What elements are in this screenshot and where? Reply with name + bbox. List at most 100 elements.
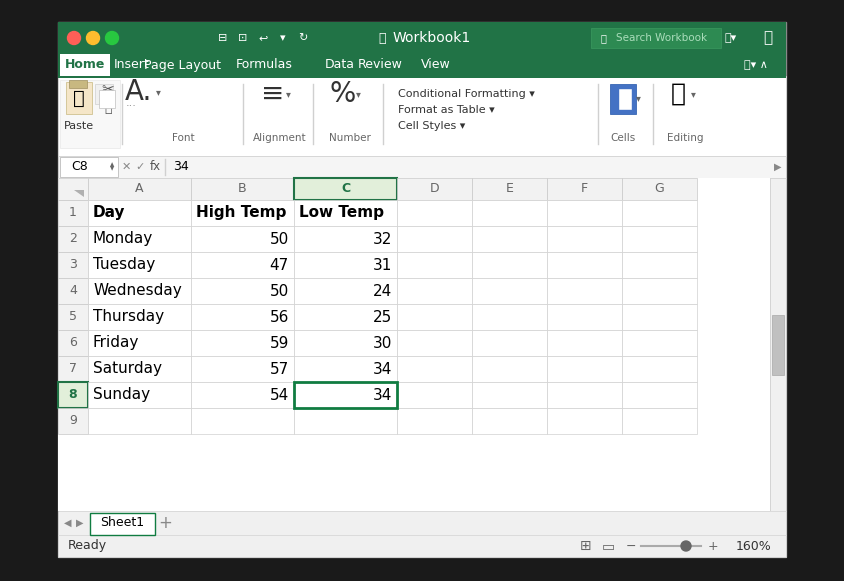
Text: 4: 4 xyxy=(69,285,77,297)
Text: ▾: ▾ xyxy=(355,89,360,99)
Bar xyxy=(60,157,118,177)
Bar xyxy=(547,278,622,304)
Bar xyxy=(88,408,191,434)
Text: −: − xyxy=(625,540,636,553)
Text: 54: 54 xyxy=(270,388,289,403)
Bar xyxy=(547,356,622,382)
Text: 👤: 👤 xyxy=(764,30,772,45)
Text: Thursday: Thursday xyxy=(93,310,164,325)
Text: 1: 1 xyxy=(69,206,77,220)
Bar xyxy=(58,178,770,511)
Text: Review: Review xyxy=(358,59,403,71)
Bar xyxy=(622,226,697,252)
Text: 34: 34 xyxy=(173,160,189,174)
Text: +: + xyxy=(707,540,718,553)
Bar xyxy=(58,22,786,557)
Bar xyxy=(58,535,786,557)
Text: Format as Table ▾: Format as Table ▾ xyxy=(398,105,495,115)
Bar xyxy=(472,278,547,304)
Text: Number: Number xyxy=(329,133,371,143)
Bar xyxy=(622,178,697,200)
Text: ⊟: ⊟ xyxy=(219,33,228,43)
Bar xyxy=(397,356,472,382)
Bar xyxy=(591,28,721,48)
Text: 56: 56 xyxy=(269,310,289,325)
Bar xyxy=(58,22,786,54)
Bar xyxy=(472,382,547,408)
Bar xyxy=(294,178,397,200)
Bar xyxy=(191,200,294,226)
Bar xyxy=(547,330,622,356)
Text: Page Layout: Page Layout xyxy=(143,59,220,71)
Text: C: C xyxy=(341,182,350,195)
Bar xyxy=(88,226,191,252)
Bar xyxy=(622,252,697,278)
Bar xyxy=(191,226,294,252)
Bar xyxy=(60,54,110,76)
Text: 25: 25 xyxy=(373,310,392,325)
Bar xyxy=(397,408,472,434)
Text: Alignment: Alignment xyxy=(253,133,307,143)
Text: Sheet1: Sheet1 xyxy=(100,517,144,529)
Bar xyxy=(547,408,622,434)
Bar xyxy=(547,200,622,226)
Bar xyxy=(472,252,547,278)
Text: ▶: ▶ xyxy=(76,518,84,528)
Bar xyxy=(770,178,786,511)
Text: Insert: Insert xyxy=(114,59,150,71)
Text: C8: C8 xyxy=(72,160,89,174)
Bar xyxy=(622,356,697,382)
Bar xyxy=(622,330,697,356)
Bar xyxy=(472,200,547,226)
Text: fx: fx xyxy=(149,160,160,174)
Text: Friday: Friday xyxy=(93,335,139,350)
Text: ◀: ◀ xyxy=(64,518,72,528)
Text: ✂: ✂ xyxy=(101,83,115,98)
Bar xyxy=(622,278,697,304)
Text: Day: Day xyxy=(93,206,126,221)
Text: 50: 50 xyxy=(270,231,289,246)
Polygon shape xyxy=(74,190,84,197)
Text: ▾: ▾ xyxy=(155,87,160,97)
Bar xyxy=(191,382,294,408)
Bar xyxy=(772,314,784,375)
Text: ↩: ↩ xyxy=(258,33,268,43)
Text: 57: 57 xyxy=(270,361,289,376)
Text: ···: ··· xyxy=(126,101,137,111)
Bar xyxy=(58,54,786,76)
Text: View: View xyxy=(421,59,451,71)
Bar xyxy=(294,304,397,330)
Bar xyxy=(397,200,472,226)
Text: Search Workbook: Search Workbook xyxy=(616,33,707,43)
Bar xyxy=(58,408,88,434)
Bar xyxy=(622,408,697,434)
Text: Formulas: Formulas xyxy=(235,59,292,71)
Bar xyxy=(58,356,88,382)
Bar xyxy=(88,178,191,200)
Text: ✕: ✕ xyxy=(122,162,131,172)
Circle shape xyxy=(106,31,118,45)
Bar xyxy=(294,330,397,356)
Bar xyxy=(472,356,547,382)
Text: 🔍: 🔍 xyxy=(670,82,685,106)
Bar xyxy=(294,226,397,252)
Bar xyxy=(191,408,294,434)
Text: 34: 34 xyxy=(372,361,392,376)
Text: 32: 32 xyxy=(372,231,392,246)
Text: 31: 31 xyxy=(372,257,392,272)
Bar xyxy=(58,178,88,200)
Text: 🙂▾ ∧: 🙂▾ ∧ xyxy=(744,60,768,70)
Text: ▭: ▭ xyxy=(602,539,614,553)
Bar xyxy=(191,356,294,382)
Text: Conditional Formatting ▾: Conditional Formatting ▾ xyxy=(398,89,535,99)
Bar xyxy=(618,88,632,110)
Text: G: G xyxy=(655,182,664,195)
Bar xyxy=(88,304,191,330)
Bar xyxy=(397,382,472,408)
Text: ≡: ≡ xyxy=(262,80,284,108)
Bar xyxy=(397,330,472,356)
Text: ✓: ✓ xyxy=(135,162,144,172)
Circle shape xyxy=(86,31,100,45)
Text: Tuesday: Tuesday xyxy=(93,257,155,272)
Bar xyxy=(610,84,636,114)
